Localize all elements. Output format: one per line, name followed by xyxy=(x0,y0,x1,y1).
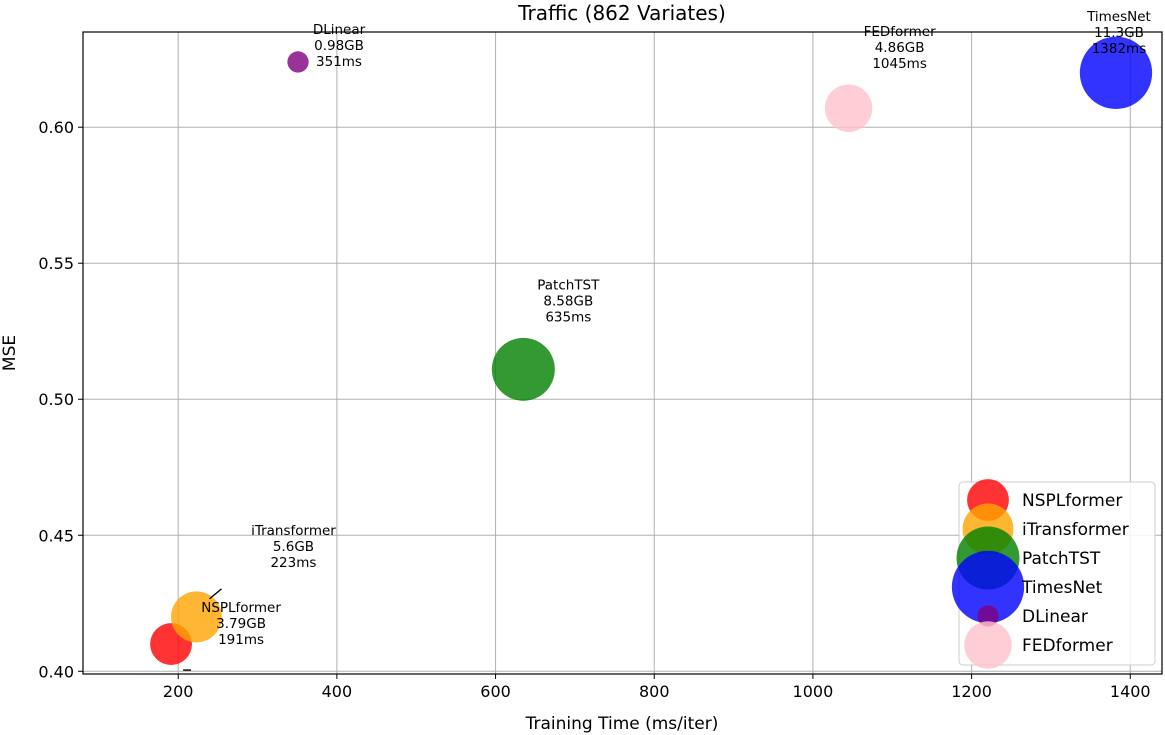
data-point-itransformer xyxy=(171,591,222,643)
legend-label-fedformer: FEDformer xyxy=(1022,636,1113,656)
legend-label-patchtst: PatchTST xyxy=(1022,549,1101,569)
x-tick-label: 800 xyxy=(639,682,670,701)
data-label-fedformer: 4.86GB xyxy=(875,40,925,56)
point-annotations: NSPLformer3.79GB191msiTransformer5.6GB22… xyxy=(183,9,1151,671)
y-axis-label: MSE xyxy=(0,335,20,371)
legend-label-itransformer: iTransformer xyxy=(1022,520,1129,540)
legend-label-dlinear: DLinear xyxy=(1022,607,1088,627)
annotation-arrow xyxy=(209,588,222,600)
x-tick-label: 1200 xyxy=(951,682,992,701)
x-tick-label: 1000 xyxy=(793,682,834,701)
data-point-dlinear xyxy=(287,51,309,73)
data-point-timesnet xyxy=(1079,36,1153,109)
data-point-patchtst xyxy=(491,337,555,401)
x-axis-ticks: 200 400 600 800 1000 1200 1400 xyxy=(163,674,1151,701)
x-tick-label: 200 xyxy=(163,682,194,701)
data-label-patchtst: 635ms xyxy=(545,309,591,325)
x-tick-label: 600 xyxy=(480,682,511,701)
data-label-patchtst: PatchTST xyxy=(537,277,600,293)
data-label-itransformer: iTransformer xyxy=(251,523,336,539)
data-label-timesnet: TimesNet xyxy=(1086,9,1151,25)
data-label-nsplformer: NSPLformer xyxy=(201,600,281,616)
plot-frame xyxy=(82,31,1163,675)
legend: NSPLformer iTransformer PatchTST TimesNet DL… xyxy=(951,479,1156,669)
data-label-dlinear: 0.98GB xyxy=(314,38,364,54)
data-label-fedformer: 1045ms xyxy=(872,56,927,72)
legend-marker-dlinear xyxy=(977,605,999,627)
y-tick-label: 0.55 xyxy=(38,254,74,273)
x-tick-label: 400 xyxy=(322,682,353,701)
y-tick-label: 0.45 xyxy=(38,526,74,545)
data-label-dlinear: DLinear xyxy=(313,22,366,38)
data-label-timesnet: 1382ms xyxy=(1092,41,1147,57)
chart-title: Traffic (862 Variates) xyxy=(517,1,726,25)
x-axis-label: Training Time (ms/iter) xyxy=(525,714,719,734)
y-tick-label: 0.50 xyxy=(38,390,74,409)
data-label-itransformer: 5.6GB xyxy=(273,539,314,555)
x-tick-label: 1400 xyxy=(1110,682,1151,701)
data-label-itransformer: 223ms xyxy=(270,555,316,571)
y-tick-label: 0.40 xyxy=(38,662,74,681)
y-tick-label: 0.60 xyxy=(38,118,74,137)
data-label-nsplformer: 3.79GB xyxy=(216,616,266,632)
data-label-dlinear: 351ms xyxy=(316,54,362,70)
legend-marker-timesnet xyxy=(951,550,1025,624)
legend-marker-fedformer xyxy=(964,621,1012,669)
data-label-patchtst: 8.58GB xyxy=(543,293,593,309)
y-axis-ticks: 0.40 0.45 0.50 0.55 0.60 xyxy=(38,118,83,681)
legend-label-nsplformer: NSPLformer xyxy=(1022,491,1122,511)
data-label-nsplformer: 191ms xyxy=(218,632,264,648)
legend-label-timesnet: TimesNet xyxy=(1021,578,1103,598)
data-point-fedformer xyxy=(824,84,873,132)
data-label-timesnet: 11.3GB xyxy=(1094,25,1144,41)
data-points xyxy=(150,36,1153,666)
